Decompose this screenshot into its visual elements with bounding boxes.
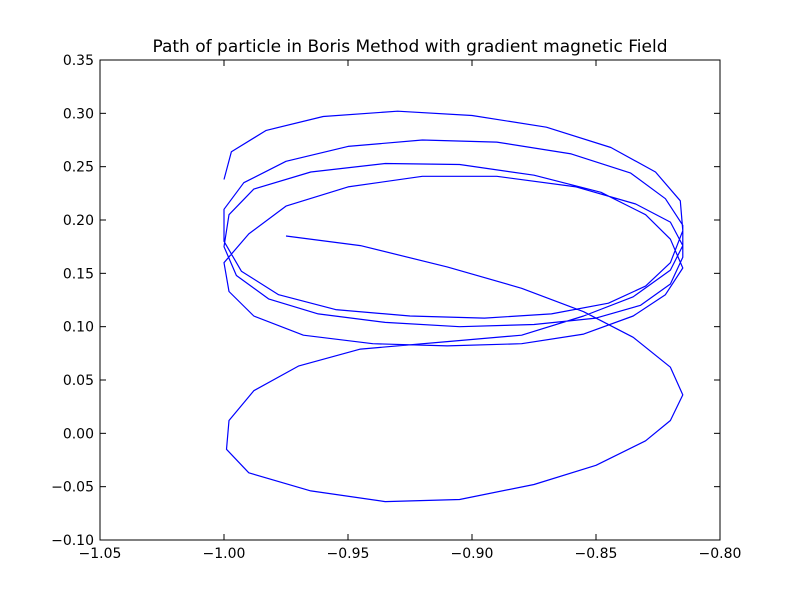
y-tick-label: 0.35 bbox=[63, 53, 94, 69]
x-tick-label: −0.90 bbox=[451, 546, 494, 562]
y-tick-label: 0.25 bbox=[63, 160, 94, 176]
y-tick-label: 0.05 bbox=[63, 373, 94, 389]
y-tick-label: −0.05 bbox=[51, 480, 94, 496]
plot-lines bbox=[223, 110, 684, 503]
x-tick-label: −1.00 bbox=[203, 546, 246, 562]
x-tick-label: −0.95 bbox=[327, 546, 370, 562]
plot-frame bbox=[99, 59, 721, 541]
y-tick-label: 0.00 bbox=[63, 426, 94, 442]
y-tick-label: −0.10 bbox=[51, 533, 94, 549]
series-line-0 bbox=[223, 110, 684, 503]
chart-title: Path of particle in Boris Method with gr… bbox=[152, 37, 667, 57]
x-tick-label: −0.85 bbox=[575, 546, 618, 562]
y-tick-label: 0.10 bbox=[63, 320, 94, 336]
y-tick-label: 0.20 bbox=[63, 213, 94, 229]
y-tick-label: 0.15 bbox=[63, 266, 94, 282]
y-tick-label: 0.30 bbox=[63, 106, 94, 122]
x-tick-label: −1.05 bbox=[79, 546, 122, 562]
x-tick-label: −0.80 bbox=[699, 546, 742, 562]
ticks: −1.05 −1.00 −0.95 −0.90 −0.85 −0.80 −0.10 −0.05… bbox=[51, 53, 741, 562]
